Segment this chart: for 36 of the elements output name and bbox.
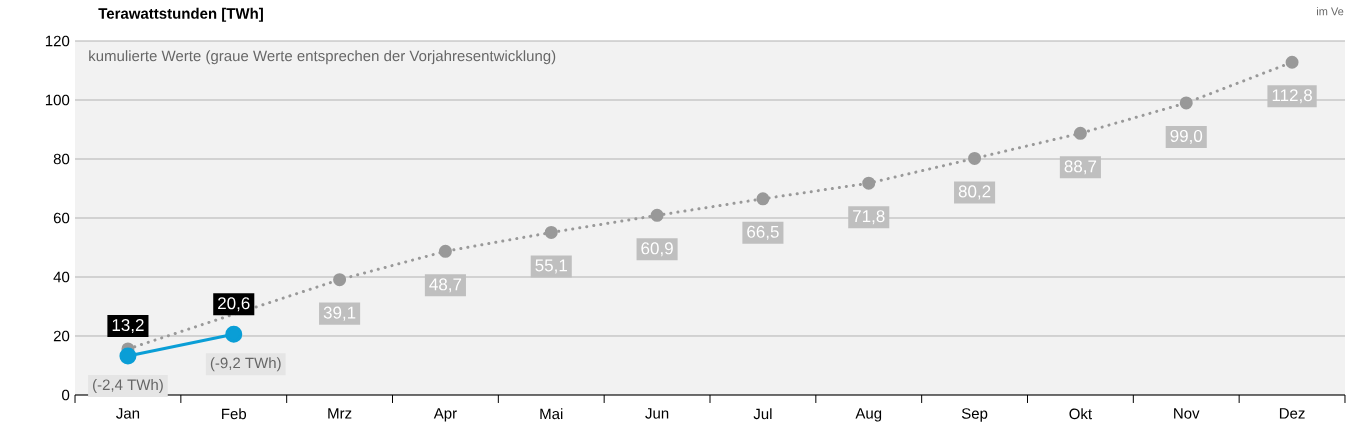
x-tick-label: Feb — [222, 408, 247, 420]
data-label: 48,7 — [429, 278, 462, 293]
annotation: (-2,4 TWh) — [93, 379, 163, 394]
data-label: 71,8 — [853, 210, 885, 225]
data-label: 20,6 — [218, 297, 250, 312]
y-tick-label: 40 — [53, 271, 70, 283]
data-label: 66,5 — [747, 225, 779, 240]
data-label: 60,9 — [641, 242, 673, 257]
annotation: (-9,2 TWh) — [210, 357, 281, 372]
x-tick-label: Okt — [1069, 408, 1092, 420]
data-label: 99,0 — [1170, 129, 1203, 144]
y-tick-label: 20 — [53, 330, 70, 342]
x-tick-label: Nov — [1174, 408, 1200, 419]
x-tick-label: Jan — [116, 408, 140, 419]
data-label: 39,1 — [323, 306, 356, 321]
text: kumulierte Werte (graue Werte entsprechen der Vorjahresentwicklung) — [89, 50, 556, 65]
data-label: 112,8 — [1272, 89, 1312, 104]
data-label: 55,1 — [535, 259, 567, 274]
x-tick-label: Jun — [645, 408, 669, 419]
x-tick-label: Apr — [433, 408, 457, 422]
data-label: 80,2 — [958, 185, 991, 200]
y-tick-label: 0 — [62, 389, 70, 401]
y-tick-label: 100 — [45, 94, 70, 106]
data-label: 88,7 — [1064, 160, 1097, 175]
y-tick-label: 80 — [53, 153, 70, 165]
x-tick-label: Aug — [855, 408, 882, 422]
y-tick-label: 120 — [45, 35, 70, 47]
x-tick-label: Mai — [540, 408, 563, 420]
x-tick-label: Jul — [753, 408, 772, 420]
x-tick-label: Dez — [1279, 408, 1305, 419]
data-label: 13,2 — [112, 319, 144, 334]
x-tick-label: Mrz — [328, 408, 352, 419]
chart-title: Terawattstunden [TWh] — [98, 7, 263, 22]
text: im Ve — [1317, 7, 1344, 16]
y-tick-label: 60 — [53, 212, 70, 224]
x-tick-label: Sep — [961, 408, 988, 422]
